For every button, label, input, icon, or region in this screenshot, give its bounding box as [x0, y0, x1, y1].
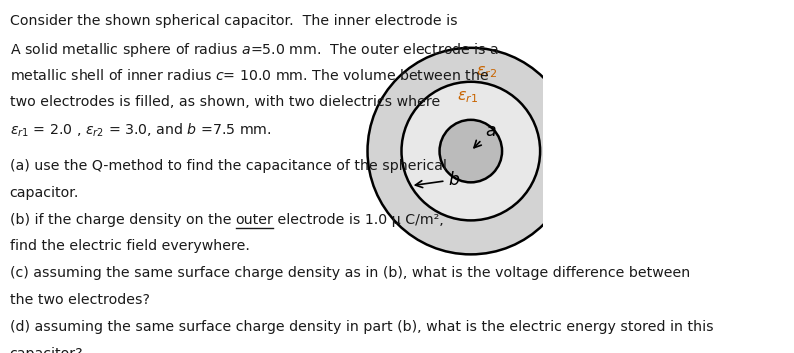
- Circle shape: [402, 82, 540, 220]
- Text: two electrodes is filled, as shown, with two dielectrics where: two electrodes is filled, as shown, with…: [10, 95, 440, 109]
- Text: (b) if the charge density on the: (b) if the charge density on the: [10, 213, 236, 227]
- Text: electrode is 1.0 μ C/m²,: electrode is 1.0 μ C/m²,: [273, 213, 444, 227]
- Text: metallic shell of inner radius $c$= 10.0 mm. The volume between the: metallic shell of inner radius $c$= 10.0…: [10, 68, 489, 83]
- Text: $a$: $a$: [474, 122, 496, 148]
- Text: outer: outer: [236, 213, 273, 227]
- Text: $\varepsilon_{r1}$: $\varepsilon_{r1}$: [457, 89, 479, 104]
- Text: the two electrodes?: the two electrodes?: [10, 293, 149, 307]
- Text: Consider the shown spherical capacitor.  The inner electrode is: Consider the shown spherical capacitor. …: [10, 14, 457, 28]
- Text: A solid metallic sphere of radius $a$=5.0 mm.  The outer electrode is a: A solid metallic sphere of radius $a$=5.…: [10, 41, 499, 59]
- Text: capacitor.: capacitor.: [10, 186, 79, 200]
- Text: (c) assuming the same surface charge density as in (b), what is the voltage diff: (c) assuming the same surface charge den…: [10, 266, 690, 280]
- Text: $c$: $c$: [0, 352, 1, 353]
- Text: $\varepsilon_{r1}$ = 2.0 , $\varepsilon_{r2}$ = 3.0, and $b$ =7.5 mm.: $\varepsilon_{r1}$ = 2.0 , $\varepsilon_…: [10, 121, 271, 139]
- Text: (a) use the Q-method to find the capacitance of the spherical: (a) use the Q-method to find the capacit…: [10, 159, 446, 173]
- Text: find the electric field everywhere.: find the electric field everywhere.: [10, 239, 249, 253]
- Text: $\varepsilon_{r2}$: $\varepsilon_{r2}$: [476, 64, 498, 80]
- Text: (d) assuming the same surface charge density in part (b), what is the electric e: (d) assuming the same surface charge den…: [10, 320, 713, 334]
- Circle shape: [368, 48, 574, 255]
- Circle shape: [440, 120, 502, 183]
- Text: $b$: $b$: [415, 170, 461, 189]
- Text: capacitor?: capacitor?: [10, 347, 83, 353]
